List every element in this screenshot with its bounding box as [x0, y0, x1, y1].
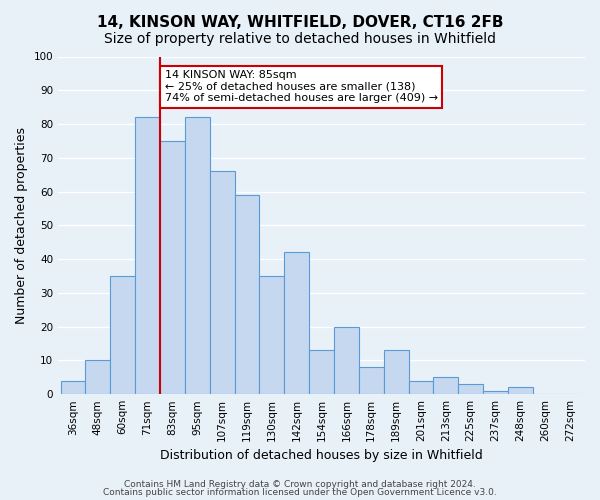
Text: Contains HM Land Registry data © Crown copyright and database right 2024.: Contains HM Land Registry data © Crown c… — [124, 480, 476, 489]
Bar — [235, 195, 259, 394]
Bar — [259, 276, 284, 394]
Bar — [508, 388, 533, 394]
Bar — [209, 172, 235, 394]
X-axis label: Distribution of detached houses by size in Whitfield: Distribution of detached houses by size … — [160, 450, 483, 462]
Bar — [309, 350, 334, 394]
Bar — [185, 118, 209, 394]
Text: 14, KINSON WAY, WHITFIELD, DOVER, CT16 2FB: 14, KINSON WAY, WHITFIELD, DOVER, CT16 2… — [97, 15, 503, 30]
Bar — [110, 276, 135, 394]
Bar — [334, 326, 359, 394]
Bar — [160, 141, 185, 394]
Y-axis label: Number of detached properties: Number of detached properties — [15, 127, 28, 324]
Bar — [483, 391, 508, 394]
Bar — [135, 118, 160, 394]
Bar — [458, 384, 483, 394]
Bar — [433, 378, 458, 394]
Bar — [409, 380, 433, 394]
Text: 14 KINSON WAY: 85sqm
← 25% of detached houses are smaller (138)
74% of semi-deta: 14 KINSON WAY: 85sqm ← 25% of detached h… — [165, 70, 438, 103]
Bar — [383, 350, 409, 394]
Text: Contains public sector information licensed under the Open Government Licence v3: Contains public sector information licen… — [103, 488, 497, 497]
Bar — [284, 252, 309, 394]
Bar — [85, 360, 110, 394]
Bar — [61, 380, 85, 394]
Text: Size of property relative to detached houses in Whitfield: Size of property relative to detached ho… — [104, 32, 496, 46]
Bar — [359, 367, 383, 394]
